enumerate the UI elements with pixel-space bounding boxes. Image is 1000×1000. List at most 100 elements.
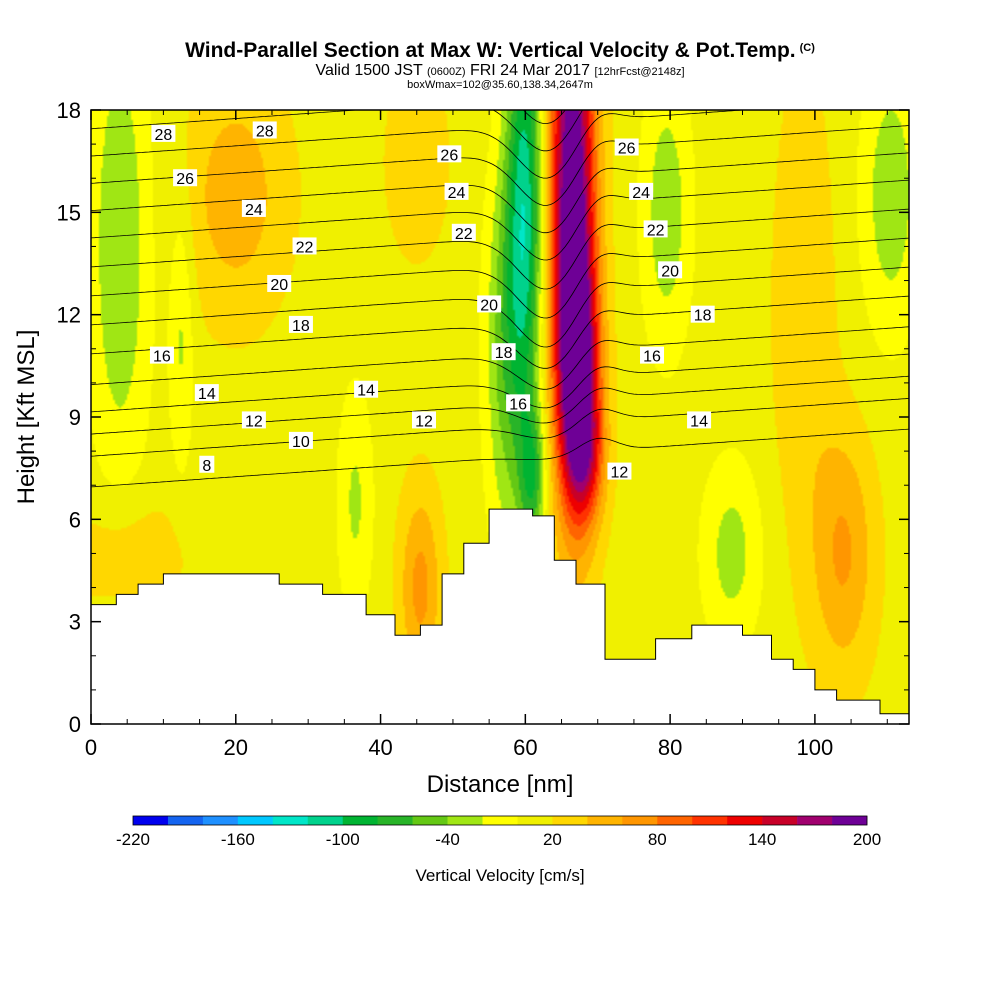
contour-label-box <box>173 169 198 187</box>
colorbar-swatch <box>272 816 309 825</box>
contour-label-box <box>640 346 665 364</box>
colorbar-swatch <box>447 816 483 825</box>
colorbar-frame <box>132 815 868 826</box>
theta-contour-14 <box>91 353 909 413</box>
colorbar-swatch <box>622 816 658 825</box>
contour-label-box <box>491 343 516 361</box>
colorbar-tick-label: 20 <box>543 830 562 849</box>
theta-contour-12 <box>91 375 909 435</box>
theta-contour-26 <box>91 179 909 261</box>
contour-labels: 28 28 26 24 22 20 18 16 14 12 10 8 14 12 26 24 22 20 18 16 2… <box>149 121 715 482</box>
colorbar-tick-label: 200 <box>853 830 881 849</box>
colorbar-swatch <box>517 816 553 825</box>
chart-title: Wind-Parallel Section at Max W: Vertical… <box>0 36 1000 63</box>
colorbar-tick-label: -160 <box>221 830 255 849</box>
colorbar: -220 -160 -100 -40 20 80 140 200 <box>116 815 881 849</box>
contour-label-14: 14 <box>357 383 375 400</box>
x-tick-label: 20 <box>224 735 248 760</box>
y-tick-label: 18 <box>57 98 81 123</box>
contour-label-box <box>451 223 476 241</box>
contour-label-16: 16 <box>509 396 527 413</box>
contour-label-box <box>687 411 712 429</box>
contour-label-26: 26 <box>176 171 194 188</box>
contour-label-28: 28 <box>256 123 274 140</box>
x-tick-label: 40 <box>368 735 392 760</box>
colorbar-swatch <box>762 816 798 825</box>
contour-label-8: 8 <box>202 458 211 475</box>
copyright-mark: (C) <box>799 42 815 54</box>
contour-label-22: 22 <box>647 222 665 239</box>
colorbar-tick-label: 140 <box>748 830 776 849</box>
theta-contour-upper <box>91 110 748 179</box>
contour-label-box <box>643 220 668 238</box>
contour-label-24: 24 <box>448 185 466 202</box>
contour-label-14: 14 <box>690 413 708 430</box>
title-block: Wind-Parallel Section at Max W: Vertical… <box>0 36 1000 91</box>
contour-label-14: 14 <box>198 386 216 403</box>
colorbar-swatch <box>727 816 763 825</box>
contour-label-box <box>149 346 174 364</box>
colorbar-swatch <box>342 816 378 825</box>
x-tick-label: 0 <box>85 735 97 760</box>
contour-label-10: 10 <box>292 434 310 451</box>
contour-label-box <box>252 121 277 139</box>
contour-label-box <box>199 455 215 473</box>
contour-label-box <box>354 380 379 398</box>
contour-label-24: 24 <box>632 185 650 202</box>
y-tick-label: 3 <box>69 610 81 635</box>
plot-area: 28 28 26 24 22 20 18 16 14 12 10 8 14 12 26 24 22 20 18 16 2… <box>91 110 909 724</box>
contour-label-12: 12 <box>415 413 433 430</box>
contour-label-20: 20 <box>480 297 498 314</box>
colorbar-swatch <box>202 816 239 825</box>
valid-date: FRI 24 Mar 2017 <box>469 62 591 79</box>
colorbar-swatch <box>832 816 868 825</box>
theta-contour-16 <box>91 326 909 390</box>
contour-label-box <box>629 182 654 200</box>
valid-prefix: Valid 1500 JST <box>315 62 423 79</box>
y-tick-label: 15 <box>57 200 81 225</box>
colorbar-title: Vertical Velocity [cm/s] <box>415 866 584 885</box>
contour-label-box <box>411 411 436 429</box>
theta-contour-18 <box>91 295 909 369</box>
contour-label-20: 20 <box>270 277 288 294</box>
y-axis-title: Height [Kft MSL] <box>13 330 40 505</box>
contour-label-12: 12 <box>611 465 629 482</box>
forecast-info: [12hrFcst@2148z] <box>594 66 685 78</box>
colorbar-swatch <box>587 816 623 825</box>
contour-label-box <box>444 182 469 200</box>
y-tick-label: 12 <box>57 303 81 328</box>
chart-title-text: Wind-Parallel Section at Max W: Vertical… <box>185 39 796 62</box>
valid-time-line: Valid 1500 JST (0600Z) FRI 24 Mar 2017 [… <box>0 63 1000 80</box>
colorbar-swatch <box>692 816 728 825</box>
x-axis-title: Distance [nm] <box>427 771 574 798</box>
contour-label-box <box>288 315 313 333</box>
colorbar-tick-label: -220 <box>116 830 150 849</box>
contour-label-18: 18 <box>694 308 712 325</box>
colorbar-swatch <box>237 816 274 825</box>
contour-label-box <box>151 124 176 142</box>
contour-label-28: 28 <box>154 127 172 144</box>
contour-label-box <box>437 145 462 163</box>
contour-label-box <box>288 431 313 449</box>
contour-label-24: 24 <box>245 202 263 219</box>
contour-label-26: 26 <box>618 141 636 158</box>
colorbar-tick-label: 80 <box>648 830 667 849</box>
box-info: boxWmax=102@35.60,138.34,2647m <box>407 79 593 91</box>
contour-label-22: 22 <box>296 239 314 256</box>
contour-label-18: 18 <box>292 318 310 335</box>
contour-label-16: 16 <box>643 349 661 366</box>
x-tick-label: 80 <box>658 735 682 760</box>
theta-contour-8 <box>91 428 909 488</box>
contour-label-box <box>241 199 266 217</box>
colorbar-swatch <box>552 816 588 825</box>
colorbar-swatch <box>482 816 518 825</box>
contour-label-box <box>477 295 502 313</box>
contour-label-box <box>607 462 632 480</box>
contour-label-20: 20 <box>661 263 679 280</box>
x-tick-label: 100 <box>797 735 834 760</box>
valid-utc: (0600Z) <box>426 66 466 78</box>
contour-label-box <box>690 305 715 323</box>
y-tick-label: 6 <box>69 507 81 532</box>
contour-label-16: 16 <box>153 349 171 366</box>
